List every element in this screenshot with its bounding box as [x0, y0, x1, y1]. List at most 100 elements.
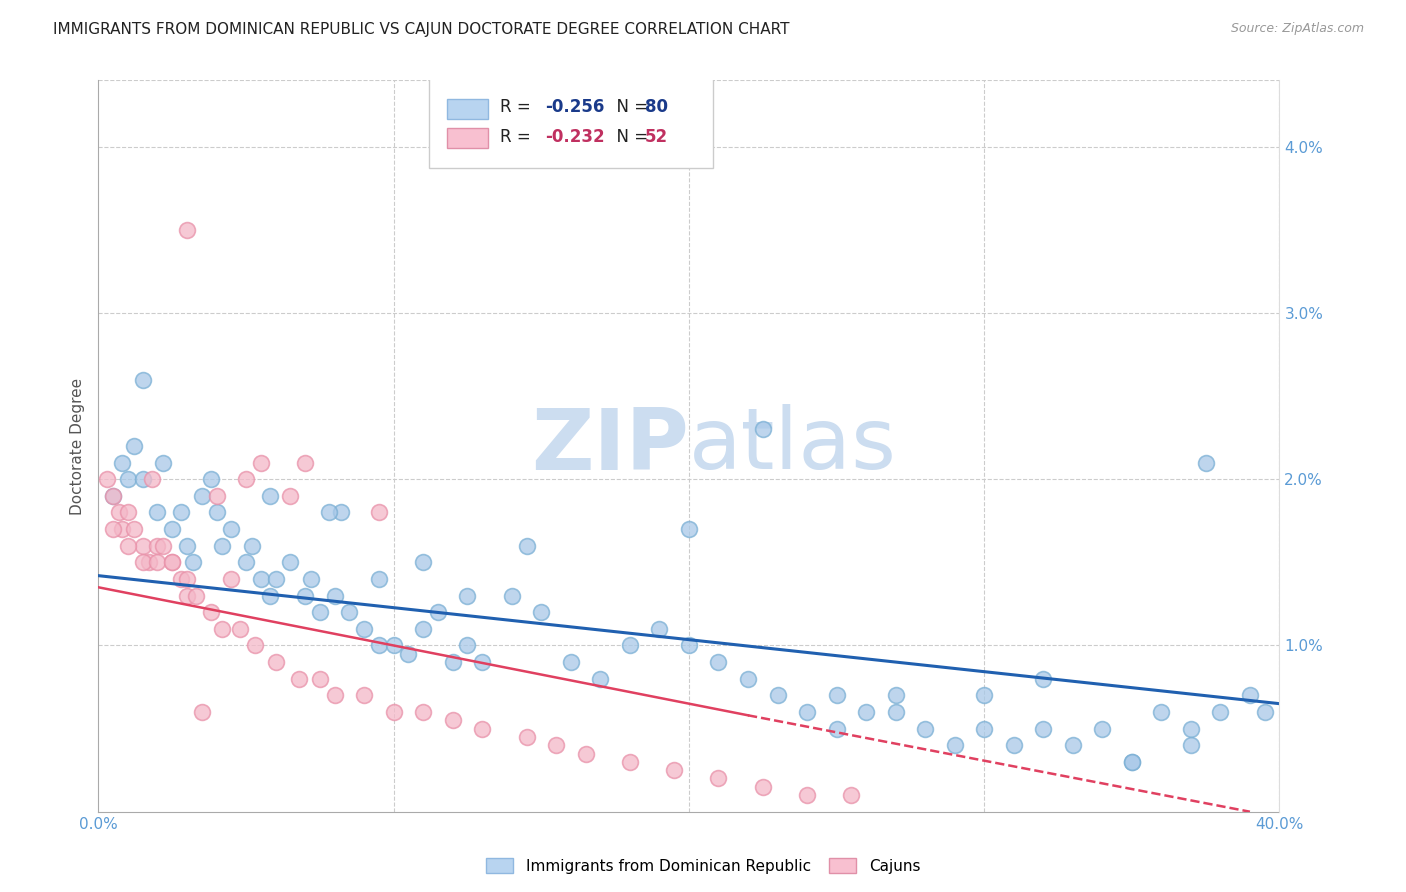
- Text: N =: N =: [606, 128, 654, 145]
- Point: [211, 622, 233, 636]
- Point: [235, 555, 257, 569]
- Point: [1195, 456, 1218, 470]
- Point: [884, 689, 907, 703]
- Point: [353, 622, 375, 636]
- Point: [122, 439, 145, 453]
- Point: [855, 705, 877, 719]
- Point: [294, 456, 316, 470]
- Point: [664, 763, 686, 777]
- Text: -0.256: -0.256: [546, 98, 605, 116]
- Point: [914, 722, 936, 736]
- Point: [1239, 689, 1261, 703]
- Text: Source: ZipAtlas.com: Source: ZipAtlas.com: [1230, 22, 1364, 36]
- Text: 80: 80: [645, 98, 668, 116]
- Point: [170, 506, 193, 520]
- Point: [108, 506, 131, 520]
- Point: [191, 705, 214, 719]
- Point: [176, 223, 198, 237]
- Point: [339, 605, 361, 619]
- Point: [205, 489, 228, 503]
- Point: [707, 655, 730, 669]
- Point: [170, 572, 193, 586]
- Point: [737, 672, 759, 686]
- Point: [117, 539, 139, 553]
- Point: [1180, 722, 1202, 736]
- Point: [825, 722, 848, 736]
- Point: [294, 589, 316, 603]
- Point: [181, 555, 204, 569]
- Text: R =: R =: [501, 98, 536, 116]
- Point: [825, 689, 848, 703]
- Point: [176, 539, 198, 553]
- Point: [427, 605, 450, 619]
- Point: [1180, 738, 1202, 752]
- Point: [471, 722, 494, 736]
- Text: 52: 52: [645, 128, 668, 145]
- Point: [678, 522, 700, 536]
- Point: [752, 422, 775, 436]
- Point: [96, 472, 118, 486]
- Point: [146, 555, 169, 569]
- Point: [323, 589, 346, 603]
- Point: [111, 456, 134, 470]
- Point: [176, 572, 198, 586]
- Point: [323, 689, 346, 703]
- Point: [264, 572, 287, 586]
- Point: [250, 456, 273, 470]
- Point: [457, 589, 479, 603]
- Point: [132, 539, 155, 553]
- Point: [162, 555, 183, 569]
- Point: [766, 689, 789, 703]
- Point: [619, 639, 641, 653]
- Point: [368, 506, 391, 520]
- Point: [103, 522, 125, 536]
- Point: [221, 522, 243, 536]
- Point: [841, 788, 863, 802]
- Point: [162, 555, 183, 569]
- FancyBboxPatch shape: [447, 128, 488, 148]
- Point: [796, 705, 818, 719]
- Point: [575, 747, 598, 761]
- Point: [707, 772, 730, 786]
- Point: [329, 506, 352, 520]
- Point: [259, 489, 281, 503]
- Text: IMMIGRANTS FROM DOMINICAN REPUBLIC VS CAJUN DOCTORATE DEGREE CORRELATION CHART: IMMIGRANTS FROM DOMINICAN REPUBLIC VS CA…: [53, 22, 790, 37]
- Point: [243, 639, 266, 653]
- Text: -0.232: -0.232: [546, 128, 605, 145]
- Point: [264, 655, 287, 669]
- Point: [516, 730, 538, 744]
- Point: [973, 689, 995, 703]
- Point: [318, 506, 340, 520]
- Point: [288, 672, 311, 686]
- Point: [678, 639, 700, 653]
- Point: [441, 655, 464, 669]
- Point: [250, 572, 273, 586]
- Point: [973, 722, 995, 736]
- Point: [353, 689, 375, 703]
- Point: [382, 639, 405, 653]
- Point: [200, 605, 222, 619]
- Point: [152, 539, 174, 553]
- Text: N =: N =: [606, 98, 654, 116]
- Point: [122, 522, 145, 536]
- Point: [259, 589, 281, 603]
- Point: [796, 788, 818, 802]
- Legend: Immigrants from Dominican Republic, Cajuns: Immigrants from Dominican Republic, Caju…: [479, 852, 927, 880]
- Point: [884, 705, 907, 719]
- FancyBboxPatch shape: [447, 99, 488, 119]
- Point: [943, 738, 966, 752]
- Point: [211, 539, 233, 553]
- Point: [619, 755, 641, 769]
- Point: [146, 506, 169, 520]
- Point: [141, 472, 163, 486]
- Text: R =: R =: [501, 128, 536, 145]
- Point: [1032, 672, 1054, 686]
- Point: [589, 672, 612, 686]
- Point: [1209, 705, 1232, 719]
- Point: [560, 655, 582, 669]
- Y-axis label: Doctorate Degree: Doctorate Degree: [70, 377, 86, 515]
- Point: [152, 456, 174, 470]
- Point: [280, 555, 302, 569]
- Point: [1254, 705, 1277, 719]
- Point: [530, 605, 553, 619]
